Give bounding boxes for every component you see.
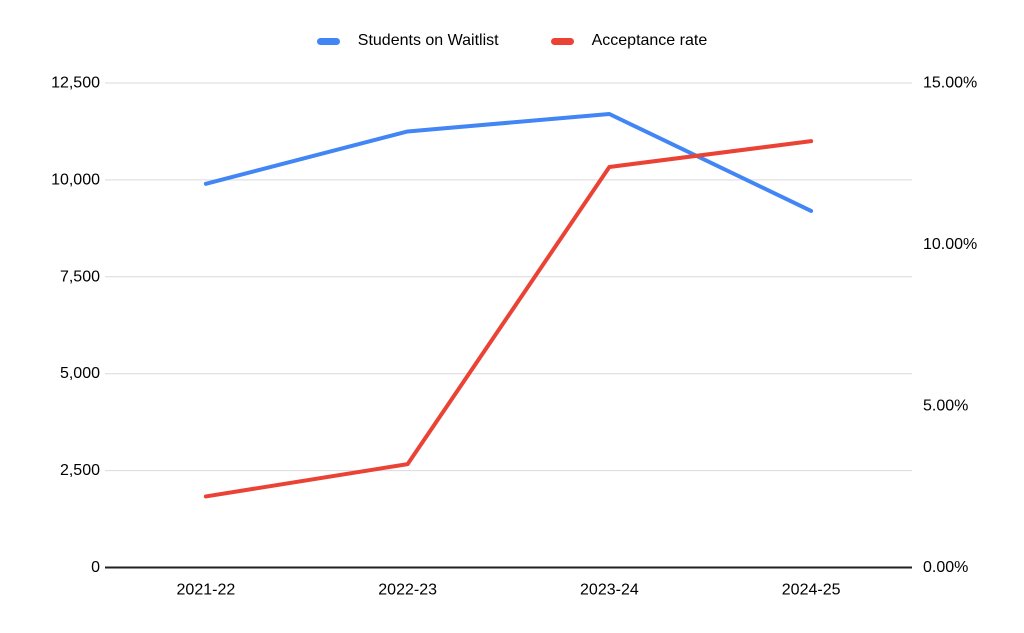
- left-axis-tick-label: 10,000: [51, 171, 100, 188]
- left-axis-tick-label: 7,500: [60, 268, 100, 285]
- series-line-students-on-waitlist: [203, 112, 814, 213]
- x-axis-tick-label: 2023-24: [580, 582, 639, 599]
- right-axis-tick-label: 10.00%: [923, 236, 977, 253]
- x-axis-tick-label: 2024-25: [782, 582, 841, 599]
- series-line-acceptance-rate: [203, 139, 814, 499]
- x-axis-tick-label: 2022-23: [378, 582, 437, 599]
- right-axis-tick-label: 5.00%: [923, 398, 968, 415]
- right-axis-tick-label: 0.00%: [923, 559, 968, 576]
- x-axis-tick-label: 2021-22: [177, 582, 236, 599]
- left-axis-tick-label: 12,500: [51, 75, 100, 92]
- left-axis-tick-label: 0: [91, 559, 100, 576]
- left-axis-tick-label: 5,000: [60, 365, 100, 382]
- right-axis-tick-label: 15.00%: [923, 75, 977, 92]
- left-axis-tick-label: 2,500: [60, 462, 100, 479]
